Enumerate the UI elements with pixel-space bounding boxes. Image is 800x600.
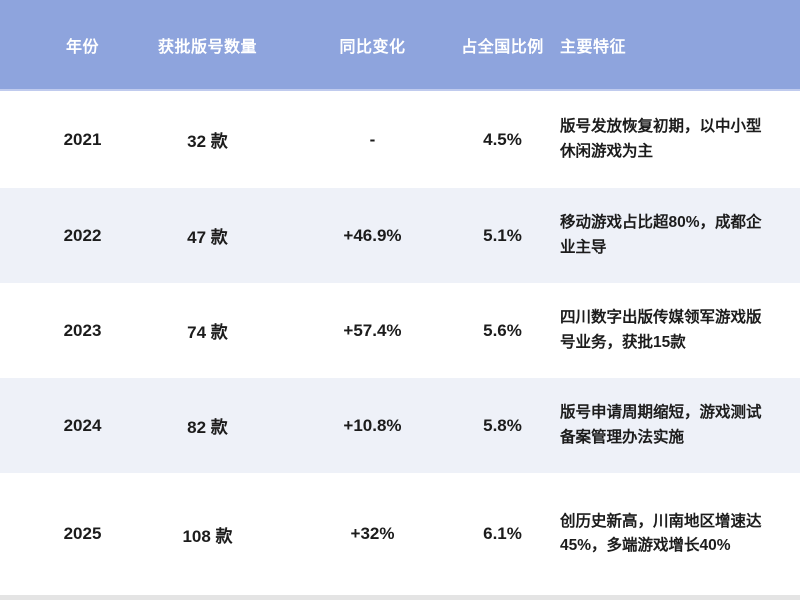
cell-features: 版号发放恢复初期，以中小型休闲游戏为主	[560, 118, 762, 160]
cell-features: 四川数字出版传媒领军游戏版号业务，获批15款	[560, 309, 762, 351]
table-row: 2022 47 款 +46.9% 5.1% 移动游戏占比超80%，成都企业主导	[0, 188, 800, 283]
cell-yoy: +32%	[350, 524, 395, 543]
cell-yoy: +10.8%	[343, 415, 402, 435]
cell-count: 74 款	[187, 323, 228, 342]
column-header-yoy: 同比变化	[339, 38, 406, 56]
table-row: 2024 82 款 +10.8% 5.8% 版号申请周期缩短，游戏测试备案管理办…	[0, 378, 800, 473]
cell-yoy: +57.4%	[343, 320, 402, 340]
cell-count: 32 款	[187, 132, 228, 151]
cell-share: 6.1%	[483, 524, 522, 543]
table-row: 2021 32 款 - 4.5% 版号发放恢复初期，以中小型休闲游戏为主	[0, 91, 800, 188]
cell-year: 2021	[63, 129, 102, 149]
cell-year: 2025	[63, 524, 102, 543]
cell-share: 4.5%	[483, 129, 522, 149]
column-header-features: 主要特征	[560, 38, 627, 56]
table-row: 2023 74 款 +57.4% 5.6% 四川数字出版传媒领军游戏版号业务，获…	[0, 283, 800, 378]
column-header-year: 年份	[65, 38, 99, 56]
cell-count: 108 款	[182, 526, 233, 546]
column-header-count: 获批版号数量	[157, 38, 257, 56]
cell-features: 版号申请周期缩短，游戏测试备案管理办法实施	[560, 404, 762, 446]
cell-share: 5.6%	[483, 320, 522, 340]
table-row: 2025 108 款 +32% 6.1% 创历史新高，川南地区增速达45%，多端…	[0, 473, 800, 595]
cell-features: 移动游戏占比超80%，成都企业主导	[560, 214, 762, 256]
cell-count: 47 款	[187, 228, 228, 247]
cell-share: 5.8%	[483, 415, 522, 435]
cell-yoy: +46.9%	[343, 225, 402, 245]
cell-year: 2023	[63, 320, 102, 340]
cell-yoy: -	[369, 129, 376, 149]
cell-year: 2024	[63, 415, 102, 435]
table-header-row: 年份 获批版号数量 同比变化 占全国比例 主要特征	[0, 0, 800, 91]
cell-features: 创历史新高，川南地区增速达45%，多端游戏增长40%	[560, 512, 762, 554]
cell-share: 5.1%	[483, 225, 522, 245]
column-header-share: 占全国比例	[461, 38, 544, 56]
cell-count: 82 款	[187, 418, 228, 437]
cell-year: 2022	[63, 225, 102, 245]
bottom-divider	[0, 595, 800, 600]
